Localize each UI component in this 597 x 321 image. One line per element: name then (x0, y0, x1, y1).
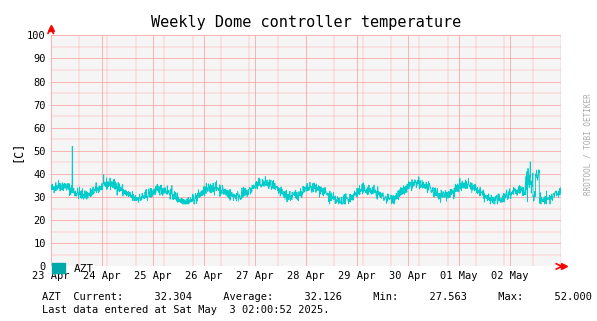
Text: AZT  Current:     32.304     Average:     32.126     Min:     27.563     Max:   : AZT Current: 32.304 Average: 32.126 Min:… (42, 292, 592, 302)
Text: RRDTOOL / TOBI OETIKER: RRDTOOL / TOBI OETIKER (583, 94, 593, 195)
Text: Last data entered at Sat May  3 02:00:52 2025.: Last data entered at Sat May 3 02:00:52 … (42, 305, 330, 315)
Title: Weekly Dome controller temperature: Weekly Dome controller temperature (151, 15, 461, 30)
Y-axis label: [C]: [C] (10, 140, 23, 161)
Legend: AZT: AZT (47, 259, 99, 279)
